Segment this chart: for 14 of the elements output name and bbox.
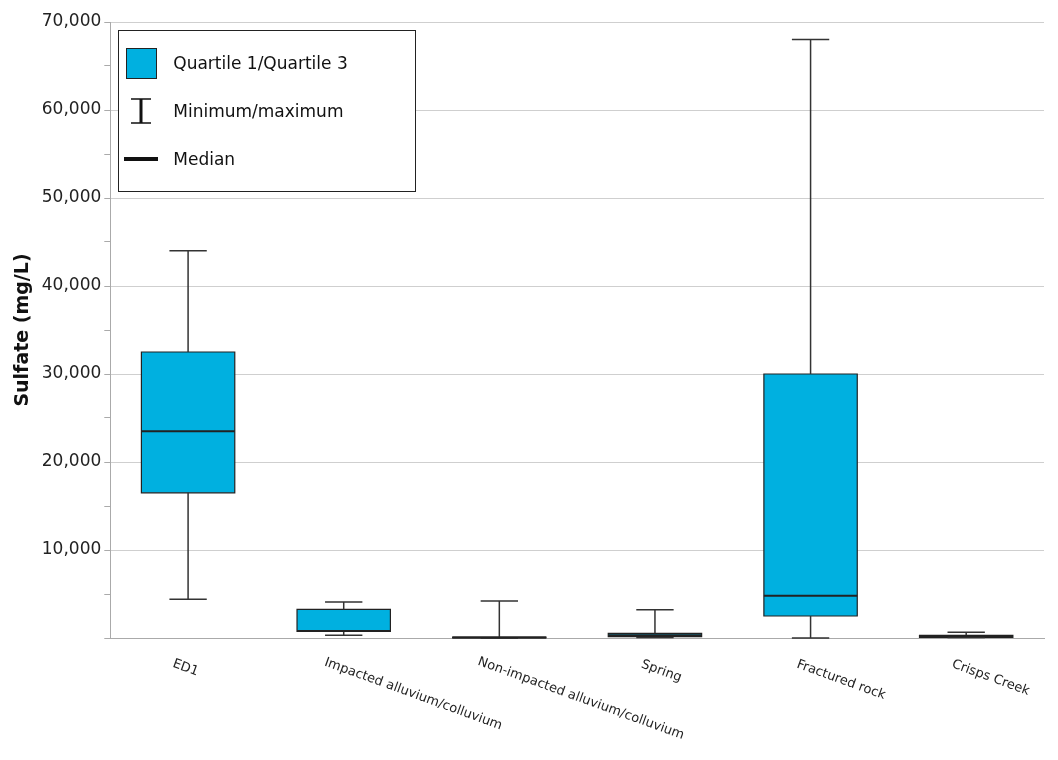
y-tick-label: 60,000 <box>41 98 102 119</box>
y-tick-label: 50,000 <box>41 186 102 207</box>
y-tick-label: 10,000 <box>41 538 102 559</box>
legend-panel: Quartile 1/Quartile 3 Minimum/maximum Median <box>118 30 417 192</box>
y-tick-label: 30,000 <box>41 362 102 383</box>
x-tick-label: Crisps Creek <box>950 655 1033 698</box>
y-tick-label: 40,000 <box>41 274 102 295</box>
y-tick-label: 20,000 <box>41 450 102 471</box>
y-axis-title: Sulfate (mg/L) <box>10 253 33 407</box>
x-tick-label: ED1 <box>170 655 201 679</box>
legend-label: Quartile 1/Quartile 3 <box>173 53 348 73</box>
y-tick-label: 70,000 <box>41 10 102 31</box>
annotation: Minimum/maximum <box>173 101 344 121</box>
annotation: Median <box>173 149 236 169</box>
